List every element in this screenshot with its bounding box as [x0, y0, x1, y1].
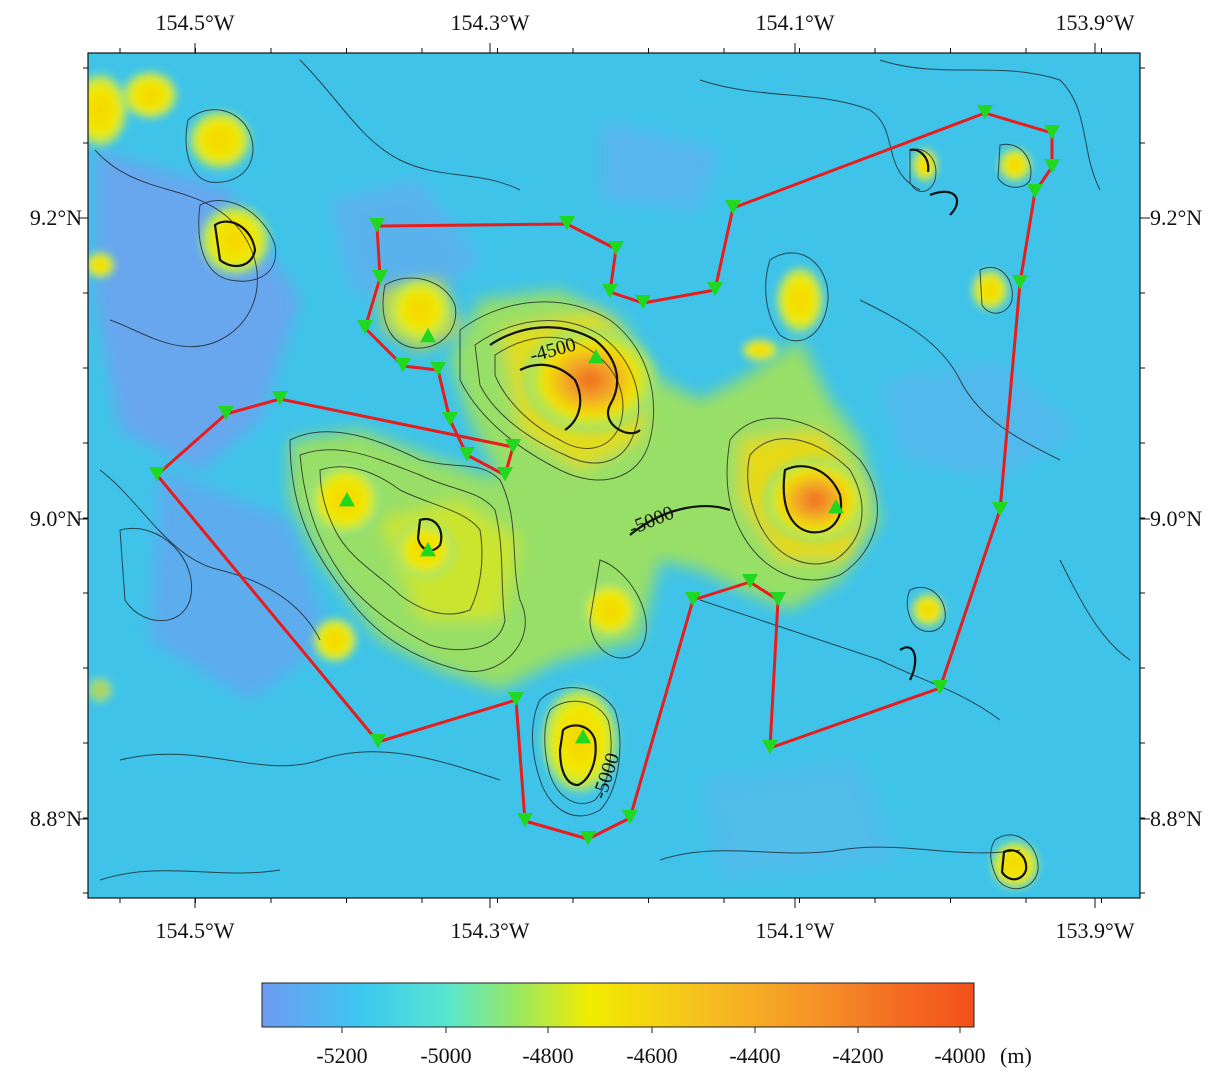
station-marker-down	[685, 592, 701, 607]
colorbar-tick-7: -4000	[934, 1043, 985, 1068]
summit-marker-up	[828, 499, 844, 514]
map-frame	[87, 52, 1141, 899]
station-marker-down	[517, 813, 533, 828]
station-marker-down	[357, 320, 373, 335]
station-marker-down	[272, 391, 288, 406]
summit-marker-up	[575, 729, 591, 744]
colorbar-tick-3: -4800	[522, 1043, 573, 1068]
station-marker-down	[430, 362, 446, 377]
station-markers	[149, 105, 1060, 846]
station-marker-down	[580, 831, 596, 846]
lon-label-top-1: 154.5°W	[155, 10, 234, 35]
station-marker-down	[622, 810, 638, 825]
colorbar-tick-4: -4600	[626, 1043, 677, 1068]
lat-label-right-1: 9.2°N	[1150, 205, 1202, 230]
station-marker-down	[149, 467, 165, 482]
summit-marker-up	[588, 349, 604, 364]
summit-marker-up	[420, 328, 436, 343]
station-marker-down	[459, 447, 475, 462]
lon-label-top-4: 153.9°W	[1055, 10, 1134, 35]
station-marker-down	[602, 284, 618, 299]
lon-label-bottom-4: 153.9°W	[1055, 918, 1134, 943]
colorbar-tick-6: -4200	[832, 1043, 883, 1068]
station-marker-down	[218, 406, 234, 421]
station-marker-down	[608, 241, 624, 256]
station-marker-down	[762, 740, 778, 755]
colorbar-tick-2: -5000	[420, 1043, 471, 1068]
station-marker-down	[559, 216, 575, 231]
station-marker-down	[395, 358, 411, 373]
lon-label-bottom-3: 154.1°W	[755, 918, 834, 943]
lon-label-bottom-2: 154.3°W	[450, 918, 529, 943]
station-marker-down	[1027, 184, 1043, 199]
colorbar-tick-1: -5200	[316, 1043, 367, 1068]
station-marker-down	[770, 592, 786, 607]
station-marker-down	[497, 467, 513, 482]
station-marker-down	[1012, 275, 1028, 290]
summit-marker-up	[339, 492, 355, 507]
colorbar	[261, 982, 975, 1028]
colorbar-ticks	[341, 1027, 961, 1033]
station-marker-down	[508, 692, 524, 707]
station-marker-down	[369, 218, 385, 233]
colorbar-unit: (m)	[1000, 1043, 1032, 1068]
station-marker-down	[505, 439, 521, 454]
map-ticks	[78, 43, 1150, 908]
contour-lines	[94, 59, 1131, 890]
lon-label-top-3: 154.1°W	[755, 10, 834, 35]
station-marker-down	[725, 200, 741, 215]
station-marker-down	[372, 270, 388, 285]
station-marker-down	[635, 295, 651, 310]
lon-label-top-2: 154.3°W	[450, 10, 529, 35]
lon-label-bottom-1: 154.5°W	[155, 918, 234, 943]
station-marker-down	[977, 105, 993, 120]
lat-label-right-3: 8.8°N	[1150, 806, 1202, 831]
station-marker-down	[707, 282, 723, 297]
thick-contours	[213, 148, 1028, 881]
colorbar-tick-5: -4400	[729, 1043, 780, 1068]
station-marker-down	[932, 680, 948, 695]
station-marker-down	[1044, 159, 1060, 174]
lat-label-left-2: 9.0°N	[30, 506, 82, 531]
station-marker-down	[742, 574, 758, 589]
summit-marker-up	[420, 542, 436, 557]
bathymetry-surface	[88, 53, 1140, 898]
station-marker-down	[1044, 125, 1060, 140]
lat-label-left-1: 9.2°N	[30, 205, 82, 230]
station-marker-down	[992, 502, 1008, 517]
station-marker-down	[370, 734, 386, 749]
station-marker-down	[442, 412, 458, 427]
lat-label-left-3: 8.8°N	[30, 806, 82, 831]
lat-label-right-2: 9.0°N	[1150, 506, 1202, 531]
